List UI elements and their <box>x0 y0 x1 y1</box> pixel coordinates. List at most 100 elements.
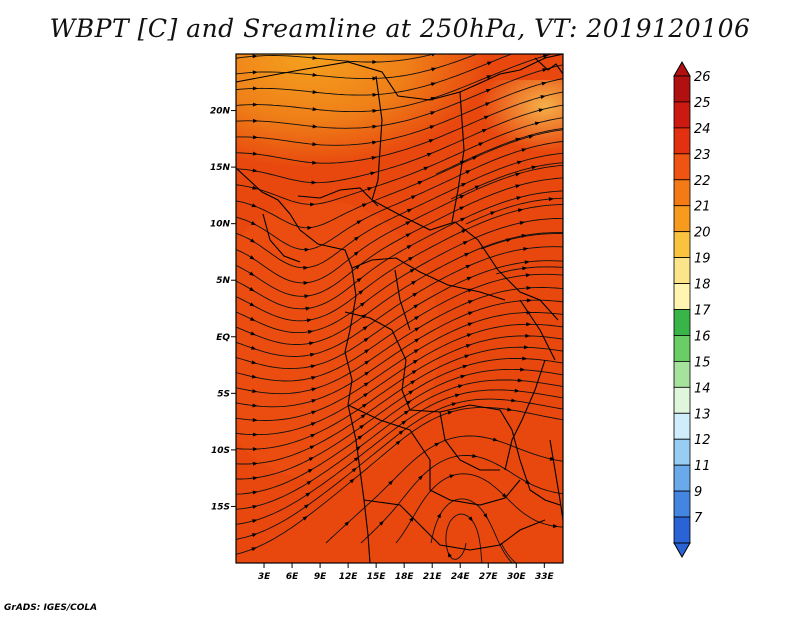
streamline-arrow <box>514 564 520 570</box>
streamline-arrow <box>485 89 492 93</box>
streamline-arrow <box>252 519 258 524</box>
streamline-arrow <box>250 221 257 226</box>
map-frame <box>235 53 564 564</box>
streamline <box>236 204 563 322</box>
streamline <box>236 368 563 495</box>
colorbar-swatch <box>673 464 691 492</box>
streamline <box>236 54 554 113</box>
streamline <box>236 389 563 525</box>
streamline-arrow <box>464 252 470 257</box>
streamline-arrow <box>447 410 453 415</box>
streamline-arrow <box>353 251 359 256</box>
streamline-arrow <box>367 187 373 191</box>
streamline <box>325 435 563 544</box>
streamline-arrow <box>372 108 378 113</box>
colorbar-label: 17 <box>694 304 711 319</box>
lat-tick-label: 5S <box>217 389 230 399</box>
lat-tick-label: EQ <box>216 333 230 343</box>
streamline-arrow <box>413 349 420 354</box>
colorbar-swatch <box>673 153 691 181</box>
streamline-arrow <box>462 364 468 369</box>
streamline-arrow <box>517 378 523 383</box>
streamline-arrow <box>515 184 521 189</box>
streamline-arrow <box>372 76 378 81</box>
streamline-arrow <box>252 102 258 107</box>
streamline-arrow <box>252 505 258 509</box>
colorbar-label: 20 <box>694 226 711 241</box>
colorbar-swatch <box>673 75 691 103</box>
streamline-arrow <box>467 322 473 327</box>
streamline-arrow <box>310 364 316 369</box>
streamline-arrow <box>528 135 534 139</box>
streamline-arrow <box>526 285 532 290</box>
colorbar-swatch <box>673 490 691 518</box>
streamline-arrow <box>251 547 257 552</box>
colorbar-legend: 26 25 24 23 22 21 20 19 18 17 16 15 14 13 12 11 9 7 <box>673 60 711 559</box>
streamline <box>430 498 513 563</box>
colorbar-swatch <box>673 231 691 259</box>
streamline-arrow <box>472 156 478 161</box>
streamline-arrow <box>428 139 435 143</box>
streamline-arrow <box>304 247 310 252</box>
streamline-arrow <box>312 55 318 60</box>
colorbar-swatch <box>673 360 691 388</box>
streamline-arrow <box>468 516 473 522</box>
streamline-arrow <box>516 196 522 201</box>
streamline-arrow <box>312 107 318 112</box>
lat-tick-label: 10S <box>211 446 230 456</box>
streamlines <box>226 46 563 572</box>
streamline-arrow <box>460 217 466 222</box>
colorbar-swatch <box>673 516 691 544</box>
streamline-arrow <box>490 211 496 216</box>
streamline-arrow <box>252 168 258 173</box>
streamline-arrow <box>304 294 310 299</box>
colorbar-swatch <box>673 438 691 466</box>
streamline-arrow <box>310 422 317 427</box>
streamline-arrow <box>403 410 410 415</box>
colorbar-bottom-arrow <box>673 542 691 559</box>
streamline-arrow <box>364 349 370 354</box>
colorbar-label: 13 <box>694 407 711 422</box>
lon-tick-label: 21E <box>423 572 443 582</box>
streamline-arrow <box>449 474 455 479</box>
streamline-arrow <box>483 115 490 120</box>
streamline-arrow <box>487 46 493 52</box>
streamline-arrow <box>363 382 370 387</box>
lon-tick-label: 18E <box>395 572 415 582</box>
streamline-arrow <box>414 315 420 321</box>
streamline-arrow <box>398 430 404 435</box>
streamline-arrow <box>364 371 370 376</box>
streamline-arrow <box>351 467 357 473</box>
streamline-arrow <box>492 437 499 442</box>
streamline-arrow <box>484 102 491 107</box>
streamline-arrow <box>308 457 314 462</box>
lon-tick-label: 12E <box>339 572 359 582</box>
streamline-arrow <box>358 289 364 295</box>
streamline-arrow <box>410 380 416 385</box>
streamline <box>226 571 230 572</box>
colorbar-label: 12 <box>694 433 711 448</box>
streamline-arrow <box>311 410 317 415</box>
streamline-arrow <box>249 316 256 321</box>
streamline <box>236 91 563 164</box>
streamline <box>236 104 563 184</box>
streamline-arrow <box>309 352 316 357</box>
streamline-arrow <box>423 166 429 171</box>
streamline-arrow <box>311 376 317 380</box>
streamline <box>236 246 563 357</box>
streamline-arrow <box>372 60 378 64</box>
colorbar-swatch <box>673 335 691 362</box>
streamline-arrow <box>252 118 258 123</box>
lon-tick-label: 33E <box>535 572 555 582</box>
lat-tick-label: 15N <box>210 163 231 173</box>
lon-tick-label: 3E <box>258 572 271 582</box>
streamline-arrow <box>511 398 517 403</box>
colorbar-label: 22 <box>694 174 711 189</box>
streamline-arrow <box>524 260 530 265</box>
streamline-arrow <box>360 302 366 307</box>
streamline-arrow <box>411 369 418 375</box>
streamline-arrow <box>408 390 414 395</box>
streamline-arrow <box>250 345 257 350</box>
country-boundaries <box>236 54 563 563</box>
streamline <box>480 233 563 250</box>
